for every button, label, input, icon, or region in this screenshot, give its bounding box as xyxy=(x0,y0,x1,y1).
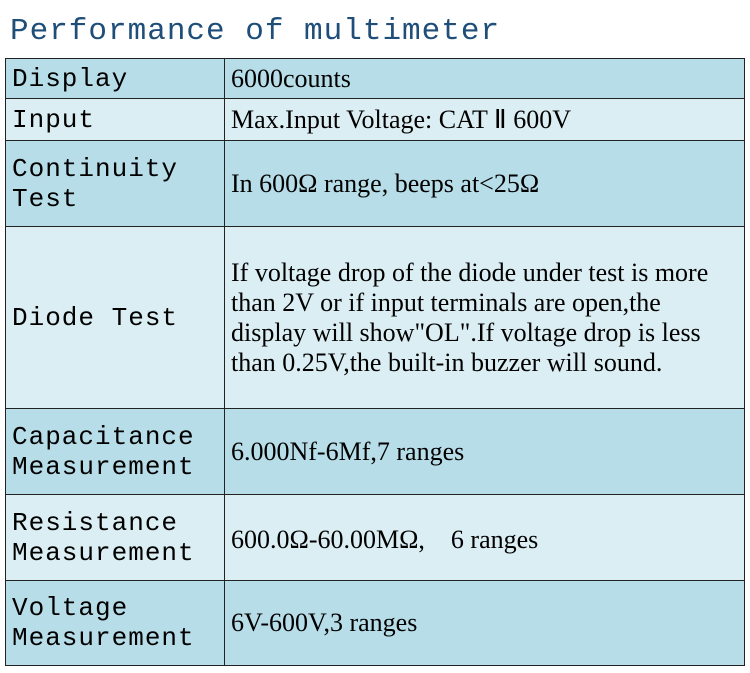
spec-value: 6.000Nf-6Mf,7 ranges xyxy=(224,408,745,495)
spec-row: Input Max.Input Voltage: CAT Ⅱ 600V xyxy=(5,98,745,141)
spec-value: In 600Ω range, beeps at<25Ω xyxy=(224,140,745,227)
spec-row: Display 6000counts xyxy=(5,58,745,99)
title: Performance of multimeter xyxy=(10,14,501,49)
spec-row: Diode Test If voltage drop of the diode u… xyxy=(5,226,745,409)
spec-name: Resistance Measurement xyxy=(5,494,225,581)
spec-name: Voltage Measurement xyxy=(5,580,225,666)
spec-value: Max.Input Voltage: CAT Ⅱ 600V xyxy=(224,98,745,141)
spec-row: Voltage Measurement 6V-600V,3 ranges xyxy=(5,580,745,666)
spec-value: 600.0Ω-60.00MΩ, 6 ranges xyxy=(224,494,745,581)
spec-value: 6000counts xyxy=(224,58,745,99)
spec-table: Display 6000counts Input Max.Input Voltage:… xyxy=(5,58,745,666)
spec-row: Capacitance Measurement 6.000Nf-6Mf,7 ran… xyxy=(5,408,745,495)
spec-name: Continuity Test xyxy=(5,140,225,227)
spec-name: Display xyxy=(5,58,225,99)
spec-value: If voltage drop of the diode under test … xyxy=(224,226,745,409)
spec-row: Continuity Test In 600Ω range, beeps at<2… xyxy=(5,140,745,227)
spec-name: Diode Test xyxy=(5,226,225,409)
spec-name: Capacitance Measurement xyxy=(5,408,225,495)
spec-value: 6V-600V,3 ranges xyxy=(224,580,745,666)
spec-name: Input xyxy=(5,98,225,141)
spec-row: Resistance Measurement 600.0Ω-60.00MΩ, 6 … xyxy=(5,494,745,581)
